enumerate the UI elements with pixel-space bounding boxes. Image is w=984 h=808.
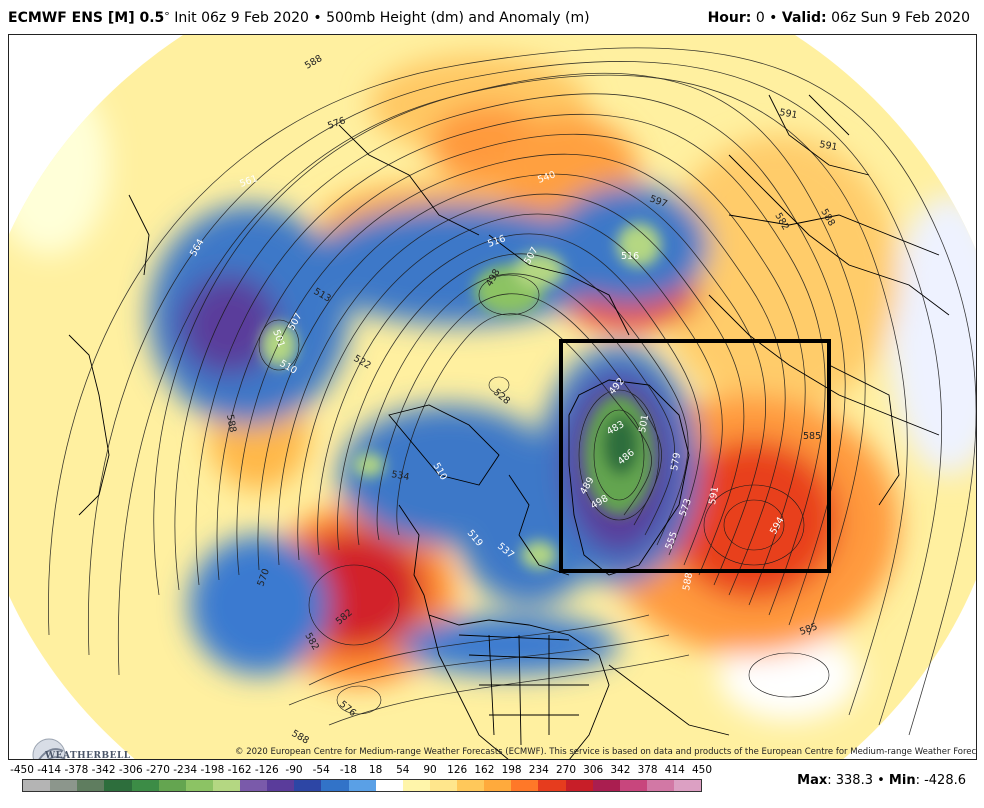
colorbar-tick-label: 306 [583,764,604,776]
colorbar-tick-label: -234 [173,764,198,776]
colorbar-swatch [538,780,566,791]
weatherbell-logo: WEATHERBELL [31,735,130,759]
colorbar-tick-label: -126 [254,764,279,776]
colorbar-swatch [484,780,512,791]
logo-text: WEATHERBELL [45,751,131,760]
colorbar-tick-label: 450 [691,764,713,776]
colorbar-tick-label: 234 [528,764,549,776]
colorbar-swatch [646,780,674,791]
colorbar-tick-label: 342 [610,764,631,776]
contour-label: 591 [818,139,838,153]
colorbar-swatch [348,780,376,791]
contour-label: 579 [669,452,683,472]
min-label: Min [888,773,916,788]
weather-map: 588 576 561 564 513 510 507 501 522 540 516 498 507 5… [8,34,977,760]
colorbar-swatch [185,780,213,791]
copyright-notice: © 2020 European Centre for Medium-range … [235,747,977,757]
colorbar-swatch [267,780,295,791]
colorbar-tick-label: -18 [339,764,357,776]
init-description: Init 06z 9 Feb 2020 • 500mb Height (dm) … [169,10,590,26]
contour-label: 585 [803,431,821,442]
colorbar-swatch [375,780,403,791]
colorbar-swatch [158,780,186,791]
colorbar-tick-labels: -450 -414 -378 -342 -306 -270 -234 -198 -162 -126… [10,764,712,778]
valid-label: Valid: [781,10,827,26]
colorbar-swatch [619,780,647,791]
valid-time: Hour: 0 • Valid: 06z Sun 9 Feb 2020 [708,10,970,26]
colorbar-swatch [511,780,539,791]
max-value: : 338.3 • [827,773,889,788]
colorbar-tick-label: -162 [227,764,252,776]
colorbar-swatch [321,780,349,791]
colorbar-swatch [457,780,485,791]
colorbar: -450 -414 -378 -342 -306 -270 -234 -198 -162 -126… [0,760,984,808]
colorbar-swatch [23,780,51,791]
map-title: ECMWF ENS [M] 0.5° Init 06z 9 Feb 2020 •… [8,10,590,26]
colorbar-tick-label: -90 [285,764,303,776]
colorbar-tick-label: -450 [10,764,34,776]
hour-label: Hour: [707,10,752,26]
colorbar-swatch [240,780,268,791]
colorbar-swatch [565,780,593,791]
degree-symbol: ° [164,10,170,23]
highlight-box [559,339,831,573]
coastlines [68,94,950,759]
colorbar-tick-label: 414 [664,764,685,776]
contour-label: 501 [637,414,651,434]
contour-label: 591 [778,107,798,121]
colorbar-tick-label: -414 [37,764,62,776]
colorbar-tick-label: -378 [64,764,89,776]
colorbar-swatch [77,780,105,791]
colorbar-tick-label: 126 [447,764,468,776]
contour-label: 588 [224,414,238,434]
hour-value: 0 • [751,10,782,26]
min-value: : -428.6 [915,773,966,788]
colorbar-tick-label: 90 [423,764,437,776]
colorbar-tick-label: -306 [118,764,143,776]
contour-label: 591 [707,486,721,506]
colorbar-swatch [50,780,78,791]
colorbar-tick-label: -270 [146,764,170,776]
height-contours [48,47,976,736]
colorbar-tick-label: 198 [501,764,522,776]
colorbar-tick-label: 270 [555,764,577,776]
colorbar-swatch [131,780,159,791]
colorbar-swatch [104,780,132,791]
colorbar-tick-label: 162 [474,764,495,776]
contour-label: 588 [681,572,695,592]
closed-contours [258,274,830,715]
contour-label: 516 [621,251,639,262]
map-canvas: 5885765615645135105075015225405164985075… [9,35,976,759]
max-label: Max [797,773,828,788]
colorbar-scale [22,779,702,792]
colorbar-swatch [212,780,240,791]
valid-value: 06z Sun 9 Feb 2020 [826,10,970,26]
colorbar-tick-label: -342 [91,764,116,776]
header: ECMWF ENS [M] 0.5° Init 06z 9 Feb 2020 •… [0,0,984,34]
colorbar-swatch [592,780,620,791]
colorbar-tick-label: -54 [312,764,330,776]
max-min-readout: Max: 338.3 • Min: -428.6 [797,773,966,788]
colorbar-swatch [674,780,702,791]
colorbar-tick-label: 54 [396,764,410,776]
contour-label: 534 [390,469,410,483]
colorbar-tick-label: -198 [200,764,225,776]
colorbar-swatch [402,780,430,791]
colorbar-tick-label: 378 [637,764,658,776]
colorbar-tick-label: 18 [368,764,383,776]
colorbar-swatch [429,780,457,791]
colorbar-swatch [294,780,322,791]
model-name: ECMWF ENS [M] 0.5 [8,10,165,26]
